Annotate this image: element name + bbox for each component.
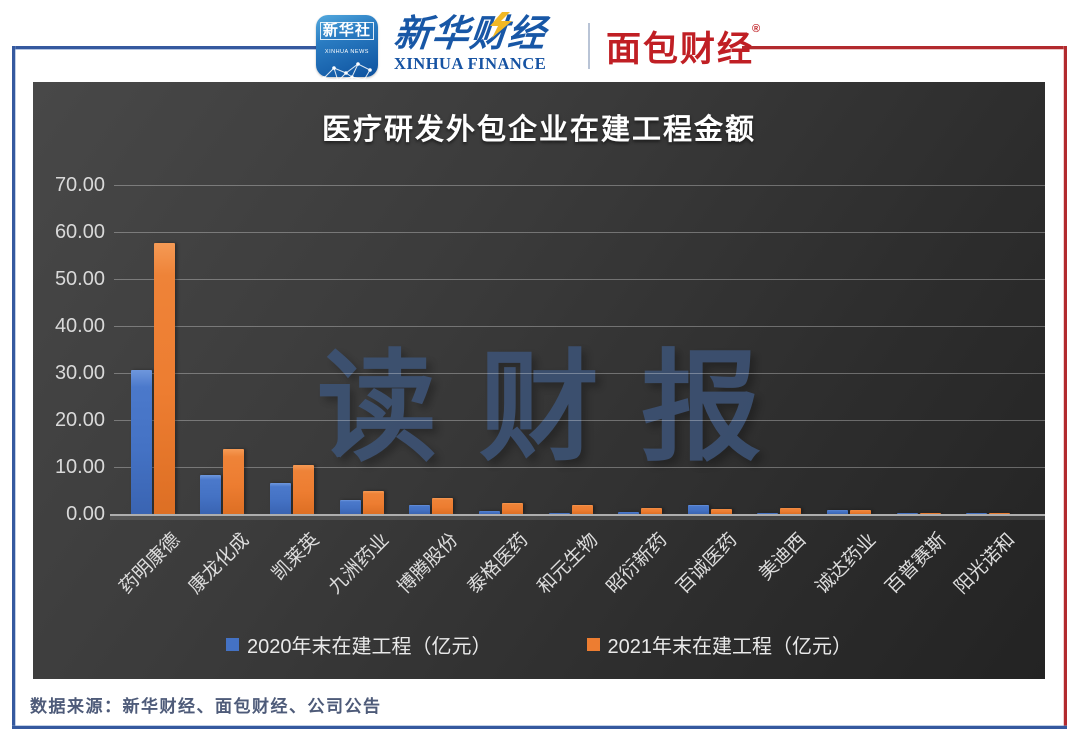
gridline [114,185,1045,186]
source-text: 数据来源：新华财经、面包财经、公司公告 [30,697,382,716]
lightning-icon [489,12,512,38]
legend-swatch-2021 [586,638,600,651]
y-axis-tick-label: 60.00 [54,221,105,243]
xinhua-news-app-icon: 新华社 XINHUA NEWS [315,15,378,83]
bar-和元生物-2020 [548,513,570,514]
bar-chart: 医疗研发外包企业在建工程金额 读财报 0.00 10.00 20.00 30.00 40… [33,82,1045,679]
header: 新华社 XINHUA NEWS 新华财经 X [0,10,1080,83]
mianbao-finance-zh: 面包财经 [605,29,754,69]
axis-floor [110,516,1045,520]
bar-阳光诺和-2020 [966,513,988,514]
y-axis-tick-label: 40.00 [54,315,105,337]
constellation-icon [322,62,372,83]
border-right-red [1064,46,1067,729]
border-left-blue [12,46,15,729]
x-axis-baseline [110,514,1045,516]
xinhua-finance-zh: 新华财经 [391,13,549,54]
bar-凯莱英-2021 [293,464,315,514]
watermark: 读财报 [317,341,803,475]
y-axis-tick-label: 10.00 [54,456,105,478]
gridline [114,279,1045,280]
bar-康龙化成-2020 [200,475,222,514]
bar-百诚医药-2021 [710,508,732,514]
xinhua-finance-logo: 新华财经 XINHUA FINANCE [391,12,572,78]
legend-label-2020: 2020年末在建工程（亿元） [247,636,492,658]
bar-百诚医药-2020 [687,504,709,514]
legend-swatch-2020 [226,638,239,651]
bar-药明康德-2021 [153,243,175,514]
bar-阳光诺和-2021 [989,512,1011,514]
legend-label-2021: 2021年末在建工程（亿元） [607,636,853,658]
chart-title: 医疗研发外包企业在建工程金额 [321,114,756,146]
bar-康龙化成-2021 [223,449,245,514]
bar-泰格医药-2021 [501,503,523,514]
y-axis-tick-label: 70.00 [54,174,105,196]
bar-博腾股份-2020 [409,505,431,514]
y-axis-tick-label: 30.00 [54,362,105,384]
legend: 2020年末在建工程（亿元） 2021年末在建工程（亿元） [33,630,1045,659]
bar-百普赛斯-2020 [896,512,918,514]
border-top-right-red [742,46,1067,49]
bar-博腾股份-2021 [432,497,454,514]
gridline [114,232,1045,233]
legend-item-2021: 2021年末在建工程（亿元） [586,630,853,659]
xinhua-finance-en: XINHUA FINANCE [393,54,547,73]
bar-诚达药业-2021 [849,510,871,514]
y-axis-tick-label: 50.00 [54,268,105,290]
y-axis-tick-label: 0.00 [66,503,105,525]
y-axis-tick-label: 20.00 [54,409,105,431]
gridline [114,373,1045,374]
bar-美迪西-2021 [780,508,802,514]
mianbao-finance-logo: 面包财经® [606,21,764,72]
bar-和元生物-2021 [571,504,593,514]
bar-昭衍新药-2020 [618,511,640,514]
gridline [114,326,1045,327]
registered-mark: ® [751,22,763,35]
gridline [114,420,1045,421]
legend-item-2020: 2020年末在建工程（亿元） [226,630,492,659]
bar-昭衍新药-2021 [641,507,663,514]
bar-诚达药业-2020 [826,509,848,514]
bar-九洲药业-2021 [362,491,384,514]
border-bottom-blue [12,726,1067,729]
logo-separator [587,23,590,69]
gridline [114,467,1045,468]
bar-凯莱英-2020 [270,482,292,514]
bar-九洲药业-2020 [339,499,361,514]
xinhua-app-title: 新华社 [319,22,374,40]
bar-泰格医药-2020 [478,511,500,514]
bar-百普赛斯-2021 [919,512,941,514]
bar-药明康德-2020 [130,369,152,514]
xinhua-app-subtitle: XINHUA NEWS [324,49,369,55]
bar-美迪西-2020 [757,513,779,514]
border-top-left-blue [12,46,337,49]
